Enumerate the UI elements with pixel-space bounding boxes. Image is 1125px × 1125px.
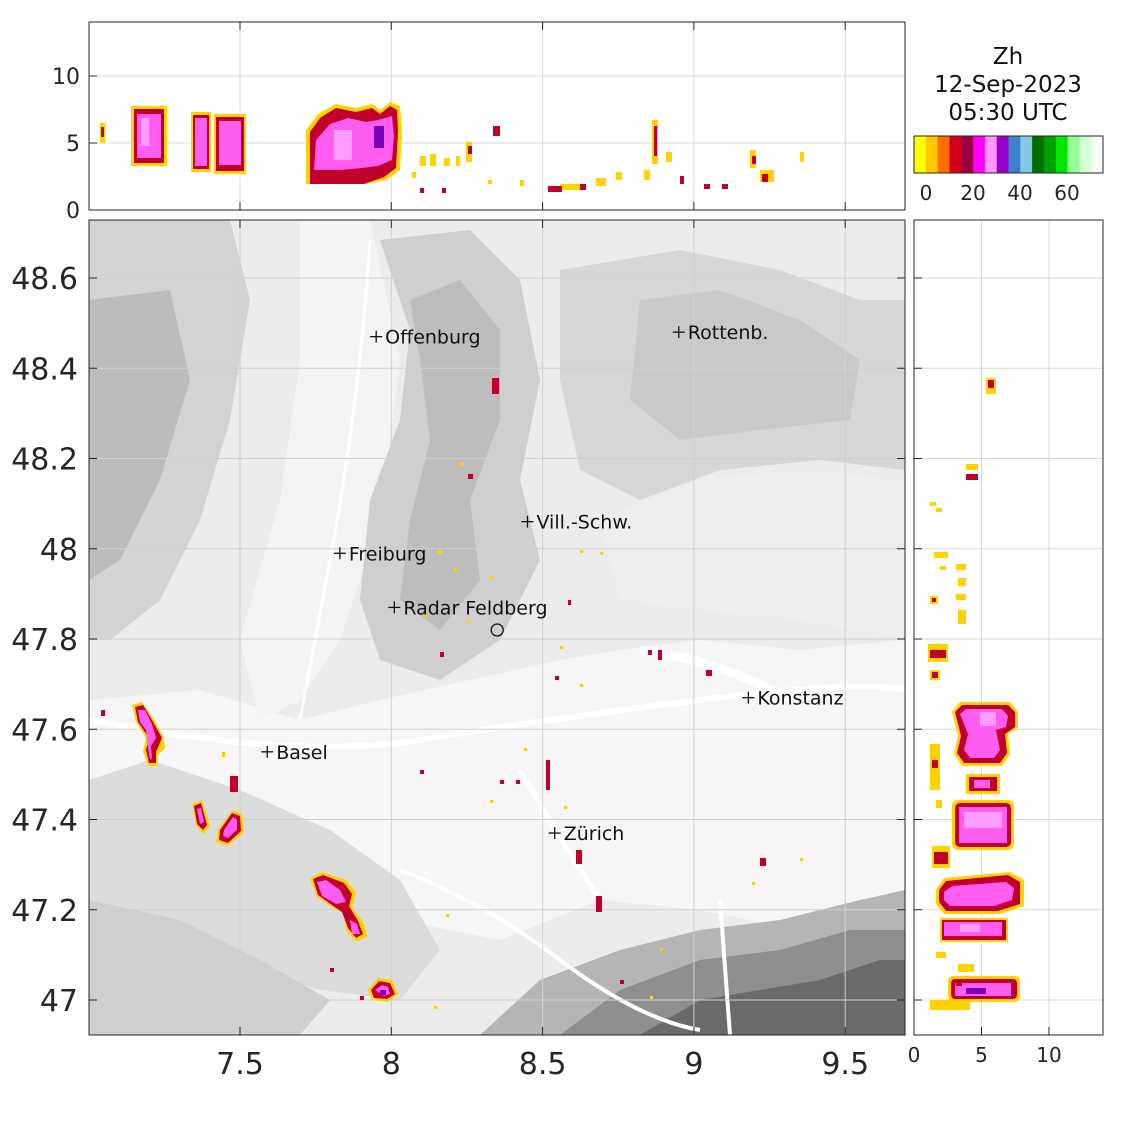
colorbar-tick-label: 60 <box>1054 181 1079 205</box>
colorbar-swatch <box>1067 136 1080 173</box>
map-xtick-label: 7.5 <box>216 1047 264 1082</box>
colorbar-swatch <box>996 136 1009 173</box>
city-label: Rottenb. <box>688 322 769 344</box>
colorbar-tick-label: 40 <box>1007 181 1032 205</box>
echo-cell <box>368 978 398 1002</box>
city-label: Vill.-Schw. <box>536 512 632 534</box>
top-ytick-label: 5 <box>66 132 80 157</box>
title-date: 12-Sep-2023 <box>934 72 1082 98</box>
city-label: Konstanz <box>757 688 843 710</box>
city-label: Freiburg <box>349 543 427 565</box>
map-xtick-label: 8.5 <box>519 1047 567 1082</box>
right-xtick-label: 0 <box>908 1043 921 1067</box>
colorbar-swatch <box>925 136 939 173</box>
colorbar: 0 20 40 60 <box>913 135 1104 205</box>
map-ytick-label: 48 <box>40 533 78 568</box>
city-marker: Basel <box>261 742 328 764</box>
colorbar-tick-label: 20 <box>960 181 985 205</box>
echo-cell <box>191 112 246 174</box>
city-marker: Vill.-Schw. <box>521 512 632 534</box>
echo-cell <box>192 776 244 846</box>
echo-cell <box>310 872 368 942</box>
city-markers: Offenburg Rottenb. Vill.-Schw. Freiburg Rada… <box>261 322 844 845</box>
city-label: Offenburg <box>385 327 480 349</box>
colorbar-swatch <box>914 136 927 173</box>
colorbar-swatch <box>973 136 986 173</box>
top-ytick-label: 10 <box>52 65 80 90</box>
colorbar-swatch <box>1020 136 1033 173</box>
echo-specks-strong <box>930 380 994 986</box>
colorbar-tick-labels: 0 20 40 60 <box>920 181 1080 205</box>
city-label: Basel <box>276 742 328 764</box>
echo-specks-weak <box>222 462 803 1009</box>
echo-specks <box>101 378 766 1000</box>
title-block: Zh 12-Sep-2023 05:30 UTC <box>934 44 1082 126</box>
city-marker: Zürich <box>548 823 625 845</box>
city-marker: Freiburg <box>333 543 427 565</box>
colorbar-swatch <box>1079 136 1092 173</box>
right-axes: 0 5 10 <box>908 277 1062 1067</box>
map-xtick-label: 9.5 <box>821 1047 869 1082</box>
echo-cell <box>936 872 1024 942</box>
right-echoes <box>928 378 1024 1010</box>
right-xtick-label: 5 <box>975 1043 988 1067</box>
colorbar-swatch <box>961 136 974 173</box>
map-ytick-label: 48.2 <box>11 443 78 478</box>
map-axes: 7.5 8 8.5 9 9.5 47 47.2 47.4 47.6 47.8 48 48.2 48.4 4… <box>11 220 905 1082</box>
echo-cell <box>306 102 402 184</box>
city-label: Zürich <box>564 823 625 845</box>
colorbar-swatch <box>1055 136 1069 173</box>
colorbar-swatches <box>914 136 1104 173</box>
title-time: 05:30 UTC <box>948 100 1067 126</box>
map-ytick-label: 47.4 <box>11 804 78 839</box>
echo-cell <box>966 774 1000 794</box>
colorbar-tick-label: 0 <box>920 181 933 205</box>
city-label: Radar Feldberg <box>403 597 547 619</box>
map-ytick-label: 47.8 <box>11 623 78 658</box>
city-marker: Rottenb. <box>672 322 769 344</box>
map-grid <box>89 220 905 1035</box>
right-cross-section-panel: 0 5 10 <box>908 219 1104 1067</box>
map-panel: Offenburg Rottenb. Vill.-Schw. Freiburg Rada… <box>11 219 906 1082</box>
colorbar-swatch <box>1091 136 1104 173</box>
colorbar-swatch <box>1032 136 1045 173</box>
echo-specks-strong <box>420 126 768 193</box>
city-marker: Offenburg <box>370 327 481 349</box>
city-marker: Radar Feldberg <box>388 597 548 619</box>
map-ytick-label: 47 <box>40 984 78 1019</box>
top-ytick-label: 0 <box>66 199 80 224</box>
map-xtick-label: 8 <box>382 1047 401 1082</box>
map-xtick-label: 9 <box>684 1047 703 1082</box>
title-variable: Zh <box>993 44 1023 70</box>
colorbar-swatch <box>937 136 950 173</box>
echo-cell <box>952 800 1014 850</box>
echo-cell <box>948 976 1020 1002</box>
top-echoes <box>100 102 804 193</box>
map-ytick-label: 47.2 <box>11 894 78 929</box>
top-axes: 0 5 10 <box>52 22 846 224</box>
echo-cell <box>131 106 167 166</box>
colorbar-swatch <box>949 136 962 173</box>
map-ytick-label: 48.6 <box>11 262 78 297</box>
echo-cell <box>952 702 1018 766</box>
radar-site-icon <box>490 623 504 637</box>
city-marker: Konstanz <box>742 688 844 710</box>
right-xtick-label: 10 <box>1036 1043 1061 1067</box>
precipitation-echoes <box>101 378 803 1009</box>
top-cross-section-panel: 0 5 10 <box>52 21 906 224</box>
echo-cell <box>132 702 165 766</box>
colorbar-swatch <box>984 136 998 173</box>
map-ytick-label: 47.6 <box>11 713 78 748</box>
colorbar-swatch <box>1043 136 1057 173</box>
colorbar-swatch <box>1008 136 1021 173</box>
map-ytick-label: 48.4 <box>11 352 78 387</box>
